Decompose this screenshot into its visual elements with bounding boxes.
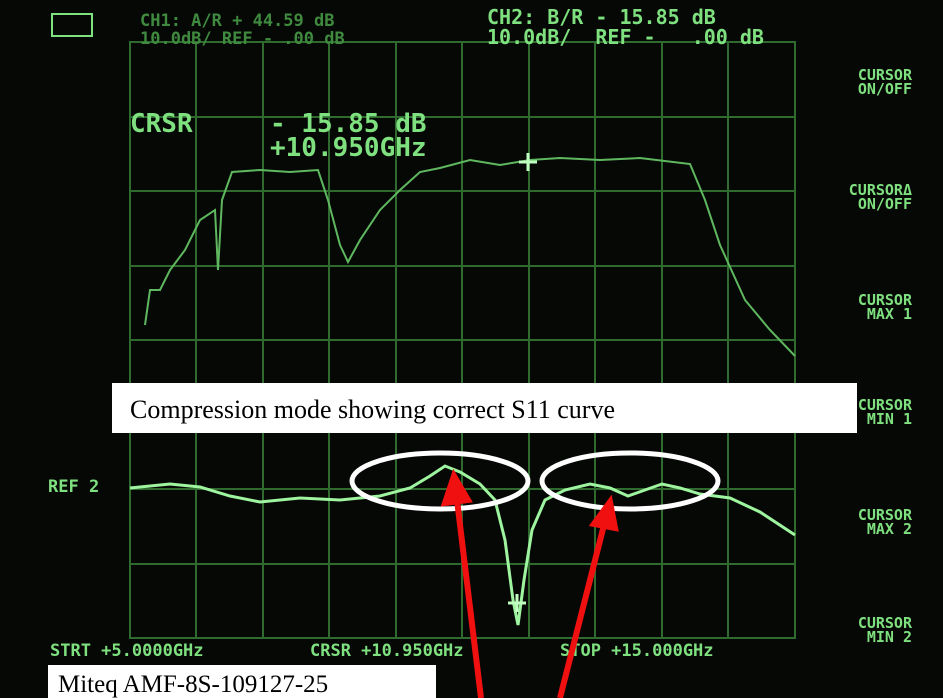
device-label: Miteq AMF-8S-109127-25 <box>58 671 328 698</box>
softkey-label: MIN 2 <box>867 628 912 646</box>
cursor-frequency: +10.950GHz <box>270 133 427 163</box>
background <box>0 0 943 698</box>
softkey-label: MIN 1 <box>867 410 912 428</box>
footer-cursor: CRSR +10.950GHz <box>310 641 464 661</box>
footer-stop: STOP +15.000GHz <box>560 641 714 661</box>
softkey-label: MAX 2 <box>867 520 912 538</box>
softkey-label: MAX 1 <box>867 305 912 323</box>
ch1-line2: 10.0dB/ REF - .00 dB <box>140 29 345 49</box>
footer-start: STRT +5.0000GHz <box>50 641 204 661</box>
ch2-line2: 10.0dB/ REF - .00 dB <box>487 25 764 49</box>
ch1-line1: CH1: A/R + 44.59 dB <box>140 11 334 31</box>
softkey-label: ON/OFF <box>858 195 912 213</box>
analyzer-screen: CH1: A/R + 44.59 dB 10.0dB/ REF - .00 dB… <box>0 0 943 698</box>
softkey-label: ON/OFF <box>858 80 912 98</box>
caption: Compression mode showing correct S11 cur… <box>130 395 615 424</box>
cursor-label: CRSR <box>130 109 193 139</box>
reference-label: REF 2 <box>48 477 99 497</box>
